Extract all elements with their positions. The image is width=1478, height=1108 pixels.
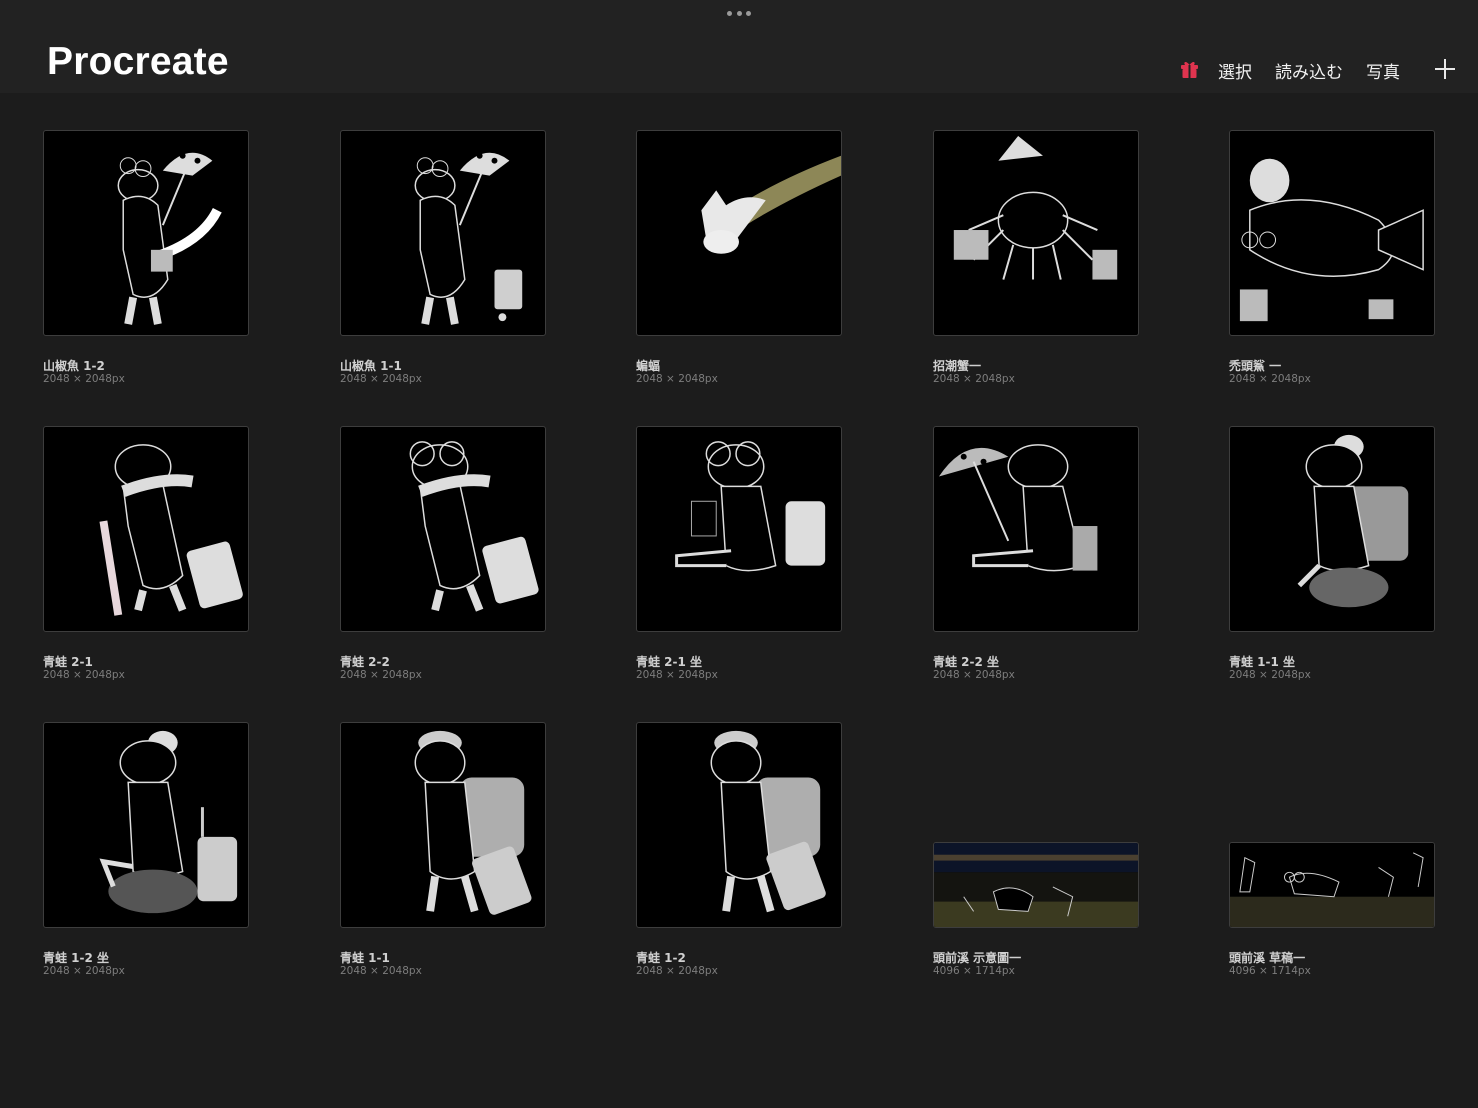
select-button[interactable]: 選択 — [1218, 63, 1252, 83]
artwork-dimensions: 2048 × 2048px — [933, 373, 1015, 385]
frog-cane-drawing — [99, 444, 243, 616]
artwork-title[interactable]: 青蛙 2-2 坐 — [933, 655, 1000, 669]
artwork-thumbnail[interactable] — [340, 130, 546, 336]
goby-drawing — [1239, 158, 1424, 322]
artwork-title[interactable]: 頭前溪 示意圖一 — [933, 951, 1022, 965]
app-title: Procreate — [47, 40, 229, 83]
artwork-dimensions: 2048 × 2048px — [43, 669, 125, 681]
frog-backpack-2-drawing — [710, 730, 826, 913]
artwork-title[interactable]: 青蛙 1-2 — [636, 951, 686, 965]
artwork-dimensions: 4096 × 1714px — [1229, 965, 1311, 977]
artwork-dimensions: 2048 × 2048px — [1229, 373, 1311, 385]
artwork-title[interactable]: 青蛙 1-1 — [340, 951, 390, 965]
artwork-title[interactable]: 青蛙 2-1 — [43, 655, 93, 669]
artwork-dimensions: 4096 × 1714px — [933, 965, 1015, 977]
frog-backpack-drawing — [414, 730, 532, 915]
artwork-dimensions: 2048 × 2048px — [340, 669, 422, 681]
salamander-umbrella-suitcase-drawing — [414, 152, 523, 325]
artwork-thumbnail[interactable] — [340, 722, 546, 928]
artwork-thumbnail[interactable] — [1229, 426, 1435, 632]
artwork-title[interactable]: 禿頭鯊 一 — [1229, 359, 1282, 373]
frog-rock-suitcase-drawing — [99, 730, 238, 914]
artwork-thumbnail[interactable] — [636, 426, 842, 632]
artwork-thumbnail[interactable] — [340, 426, 546, 632]
frog-sitting-umbrella-drawing — [938, 444, 1098, 572]
artwork-thumbnail[interactable] — [636, 722, 842, 928]
river-scene-draft-drawing — [1230, 843, 1434, 927]
artwork-title[interactable]: 青蛙 2-2 — [340, 655, 390, 669]
artwork-thumbnail[interactable] — [1229, 842, 1435, 928]
salamander-umbrella-drawing — [117, 152, 222, 325]
photo-button[interactable]: 写真 — [1366, 63, 1400, 83]
frog-sitting-laptop-drawing — [675, 441, 826, 572]
artwork-dimensions: 2048 × 2048px — [933, 669, 1015, 681]
artwork-title[interactable]: 青蛙 2-1 坐 — [636, 655, 703, 669]
artwork-thumbnail[interactable] — [43, 426, 249, 632]
artwork-title[interactable]: 山椒魚 1-2 — [43, 359, 105, 373]
artwork-dimensions: 2048 × 2048px — [636, 965, 718, 977]
new-canvas-plus-icon[interactable] — [1435, 59, 1455, 79]
bat-drawing — [701, 155, 841, 254]
artwork-dimensions: 2048 × 2048px — [636, 669, 718, 681]
artwork-thumbnail[interactable] — [636, 130, 842, 336]
gift-icon[interactable] — [1180, 59, 1199, 79]
artwork-dimensions: 2048 × 2048px — [43, 373, 125, 385]
top-bar: Procreate 選択 読み込む 写真 — [0, 0, 1478, 93]
artwork-title[interactable]: 青蛙 1-2 坐 — [43, 951, 110, 965]
crab-drawing — [953, 135, 1118, 280]
artwork-dimensions: 2048 × 2048px — [340, 965, 422, 977]
artwork-title[interactable]: 招潮蟹一 — [933, 359, 982, 373]
artwork-thumbnail[interactable] — [933, 842, 1139, 928]
frog-glasses-drawing — [409, 441, 539, 612]
artwork-thumbnail[interactable] — [43, 130, 249, 336]
artwork-dimensions: 2048 × 2048px — [43, 965, 125, 977]
import-button[interactable]: 読み込む — [1275, 63, 1343, 83]
artwork-dimensions: 2048 × 2048px — [340, 373, 422, 385]
artwork-thumbnail[interactable] — [933, 426, 1139, 632]
artwork-title[interactable]: 頭前溪 草稿一 — [1229, 951, 1306, 965]
artwork-thumbnail[interactable] — [933, 130, 1139, 336]
artwork-title[interactable]: 青蛙 1-1 坐 — [1229, 655, 1296, 669]
artwork-title[interactable]: 蝙蝠 — [636, 359, 661, 373]
artwork-dimensions: 2048 × 2048px — [1229, 669, 1311, 681]
artwork-thumbnail[interactable] — [43, 722, 249, 928]
river-scene-night-drawing — [934, 843, 1138, 927]
multitasking-dots-icon[interactable] — [727, 9, 751, 17]
artwork-title[interactable]: 山椒魚 1-1 — [340, 359, 402, 373]
artwork-dimensions: 2048 × 2048px — [636, 373, 718, 385]
artwork-thumbnail[interactable] — [1229, 130, 1435, 336]
frog-sitting-rock-drawing — [1297, 434, 1409, 608]
